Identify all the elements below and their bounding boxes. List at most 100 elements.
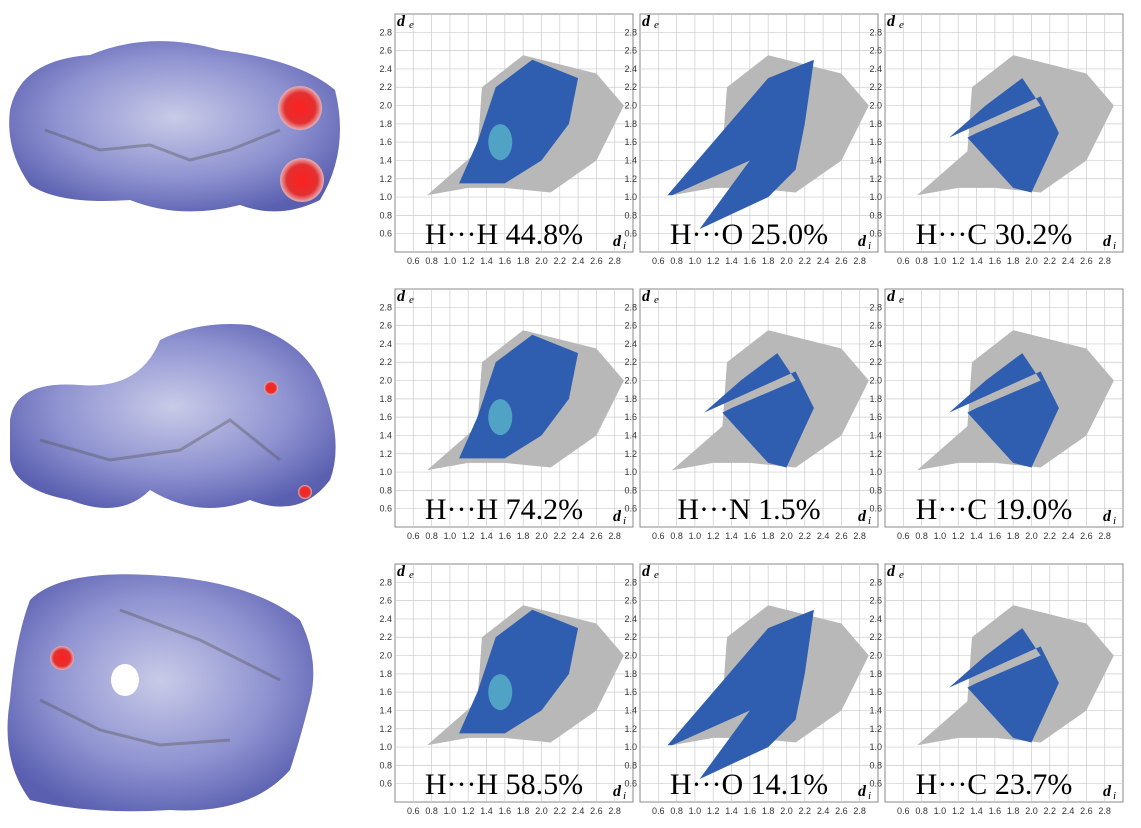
y-tick-label: 2.2 — [624, 357, 637, 367]
y-tick-label: 2.0 — [624, 376, 637, 386]
x-tick-label: 1.8 — [1007, 806, 1020, 816]
y-tick-label: 2.8 — [379, 27, 392, 37]
x-tick-label: 1.2 — [462, 531, 475, 541]
y-axis-letter: d — [642, 288, 651, 305]
x-tick-label: 1.0 — [689, 531, 702, 541]
panel-label: H···N 1.5% — [677, 493, 820, 526]
x-tick-label: 1.6 — [989, 256, 1002, 266]
x-tick-label: 2.2 — [1044, 806, 1057, 816]
y-tick-label: 2.2 — [379, 357, 392, 367]
x-tick-label: 1.8 — [1007, 256, 1020, 266]
x-tick-label: 2.8 — [608, 806, 621, 816]
y-axis-subscript: e — [899, 19, 904, 31]
y-tick-label: 1.6 — [624, 687, 637, 697]
y-tick-label: 1.0 — [869, 742, 882, 752]
x-tick-label: 2.6 — [590, 531, 603, 541]
x-tick-label: 2.4 — [817, 256, 830, 266]
y-tick-label: 1.6 — [869, 137, 882, 147]
fingerprint-density — [488, 124, 512, 160]
y-axis-label: d — [887, 13, 896, 30]
y-tick-label: 2.8 — [869, 27, 882, 37]
y-tick-label: 2.2 — [869, 632, 882, 642]
y-tick-label: 1.8 — [379, 669, 392, 679]
y-tick-label: 1.2 — [624, 174, 637, 184]
fingerprint-plot: 0.60.60.80.81.01.01.21.21.41.41.61.61.81… — [869, 288, 1123, 541]
y-tick-label: 1.0 — [624, 192, 637, 202]
x-axis-subscript: i — [623, 240, 626, 252]
y-tick-label: 2.4 — [869, 614, 882, 624]
x-tick-label: 2.8 — [1098, 806, 1111, 816]
y-axis-letter: d — [397, 563, 406, 580]
y-tick-label: 0.6 — [869, 779, 882, 789]
x-tick-label: 2.0 — [535, 531, 548, 541]
y-axis-label: d — [397, 563, 406, 580]
x-axis-label: d — [613, 233, 622, 250]
x-tick-label: 0.8 — [425, 806, 438, 816]
x-tick-label: 2.4 — [1062, 806, 1075, 816]
y-tick-label: 2.0 — [869, 376, 882, 386]
y-tick-label: 0.8 — [379, 210, 392, 220]
x-axis-label: d — [858, 233, 867, 250]
x-axis-subscript: i — [868, 515, 871, 527]
y-tick-label: 0.6 — [379, 779, 392, 789]
y-axis-subscript: e — [409, 19, 414, 31]
y-tick-label: 2.4 — [624, 339, 637, 349]
x-tick-label: 2.4 — [1062, 531, 1075, 541]
y-axis-letter: d — [887, 563, 896, 580]
y-tick-label: 0.8 — [869, 485, 882, 495]
panel-label: H···O 25.0% — [670, 218, 828, 251]
y-tick-label: 2.4 — [624, 64, 637, 74]
x-axis-label: d — [613, 783, 622, 800]
y-tick-label: 1.2 — [624, 724, 637, 734]
x-axis-subscript: i — [1113, 515, 1116, 527]
y-axis-letter: d — [397, 288, 406, 305]
x-tick-label: 2.6 — [590, 256, 603, 266]
x-axis-label: d — [858, 783, 867, 800]
x-tick-label: 2.8 — [853, 256, 866, 266]
y-axis-label: d — [642, 563, 651, 580]
x-axis-subscript: i — [1113, 240, 1116, 252]
x-tick-label: 0.8 — [915, 256, 928, 266]
y-tick-label: 1.6 — [379, 137, 392, 147]
x-tick-label: 1.2 — [462, 256, 475, 266]
x-tick-label: 1.6 — [744, 531, 757, 541]
panel-label: H···H 74.2% — [425, 493, 583, 526]
x-tick-label: 2.8 — [1098, 531, 1111, 541]
x-tick-label: 1.6 — [744, 256, 757, 266]
y-tick-label: 2.2 — [379, 632, 392, 642]
y-tick-label: 1.4 — [624, 155, 637, 165]
x-tick-label: 1.0 — [444, 256, 457, 266]
y-tick-label: 1.8 — [379, 119, 392, 129]
y-tick-label: 1.0 — [869, 467, 882, 477]
y-axis-subscript: e — [654, 294, 659, 306]
x-tick-label: 1.2 — [952, 256, 965, 266]
x-tick-label: 2.6 — [835, 806, 848, 816]
x-tick-label: 2.8 — [1098, 256, 1111, 266]
y-axis-label: d — [642, 13, 651, 30]
x-tick-label: 1.0 — [444, 531, 457, 541]
y-tick-label: 2.8 — [379, 302, 392, 312]
x-tick-label: 0.8 — [670, 531, 683, 541]
x-tick-label: 0.6 — [407, 531, 420, 541]
y-tick-label: 2.6 — [624, 596, 637, 606]
y-tick-label: 1.2 — [379, 174, 392, 184]
y-tick-label: 0.8 — [869, 760, 882, 770]
x-tick-label: 1.8 — [762, 806, 775, 816]
fingerprint-plot: 0.60.60.80.81.01.01.21.21.41.41.61.61.81… — [869, 563, 1123, 816]
x-tick-label: 2.0 — [780, 806, 793, 816]
x-tick-label: 2.2 — [554, 806, 567, 816]
y-tick-label: 1.2 — [869, 724, 882, 734]
y-tick-label: 2.8 — [624, 302, 637, 312]
x-axis-subscript: i — [868, 240, 871, 252]
x-tick-label: 2.4 — [572, 531, 585, 541]
x-tick-label: 2.6 — [590, 806, 603, 816]
y-axis-subscript: e — [899, 569, 904, 581]
x-tick-label: 2.0 — [535, 806, 548, 816]
panel-label: H···H 58.5% — [425, 768, 583, 801]
panel-label: H···O 14.1% — [670, 768, 828, 801]
y-tick-label: 2.6 — [869, 46, 882, 56]
x-tick-label: 2.0 — [1025, 256, 1038, 266]
x-tick-label: 2.4 — [1062, 256, 1075, 266]
y-tick-label: 1.8 — [624, 394, 637, 404]
x-tick-label: 2.6 — [1080, 531, 1093, 541]
